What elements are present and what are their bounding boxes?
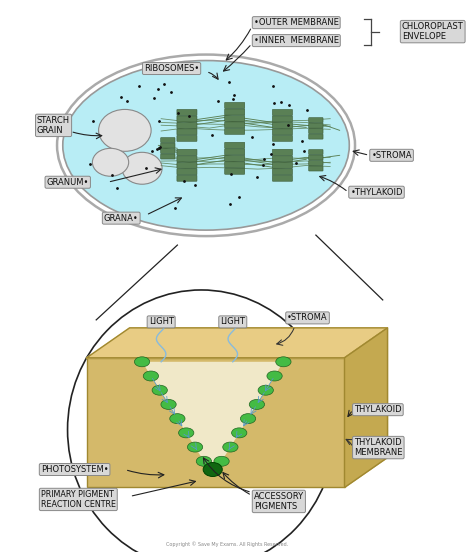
FancyBboxPatch shape [225,142,245,148]
FancyBboxPatch shape [273,122,292,128]
Polygon shape [345,328,388,487]
Ellipse shape [196,456,211,466]
Text: •THYLAKOID: •THYLAKOID [350,187,403,197]
Ellipse shape [170,414,185,424]
FancyBboxPatch shape [161,149,175,154]
Ellipse shape [99,109,151,152]
FancyBboxPatch shape [309,149,323,154]
FancyBboxPatch shape [273,135,292,142]
Polygon shape [87,328,388,358]
FancyBboxPatch shape [177,156,197,162]
FancyBboxPatch shape [273,175,292,181]
FancyBboxPatch shape [177,122,197,128]
FancyBboxPatch shape [309,123,323,128]
FancyBboxPatch shape [309,129,323,134]
FancyBboxPatch shape [225,102,245,108]
Ellipse shape [122,152,162,184]
Ellipse shape [232,428,247,438]
FancyBboxPatch shape [225,168,245,174]
Ellipse shape [249,399,264,409]
FancyBboxPatch shape [273,116,292,122]
Text: RIBOSOMES•: RIBOSOMES• [144,64,199,73]
FancyBboxPatch shape [177,162,197,168]
Ellipse shape [203,462,222,477]
Text: PRIMARY PIGMENT
REACTION CENTRE: PRIMARY PIGMENT REACTION CENTRE [41,490,116,509]
FancyBboxPatch shape [177,116,197,122]
Ellipse shape [63,60,349,230]
Text: Copyright © Save My Exams. All Rights Reserved.: Copyright © Save My Exams. All Rights Re… [166,542,288,547]
Text: THYLAKOID
MEMBRANE: THYLAKOID MEMBRANE [354,438,402,457]
Text: LIGHT: LIGHT [220,317,245,326]
FancyBboxPatch shape [177,175,197,181]
FancyBboxPatch shape [273,162,292,168]
Ellipse shape [143,371,158,381]
FancyBboxPatch shape [161,143,175,148]
Ellipse shape [161,399,176,409]
Text: •INNER  MEMBRANE: •INNER MEMBRANE [254,36,339,45]
FancyBboxPatch shape [309,166,323,171]
Text: GRANA•: GRANA• [104,213,138,223]
Ellipse shape [152,385,167,395]
FancyBboxPatch shape [177,135,197,142]
Text: •STROMA: •STROMA [287,314,328,322]
Ellipse shape [267,371,282,381]
Polygon shape [142,362,283,476]
Ellipse shape [240,414,255,424]
FancyBboxPatch shape [273,129,292,135]
FancyBboxPatch shape [309,118,323,123]
FancyBboxPatch shape [309,134,323,139]
FancyBboxPatch shape [225,128,245,134]
FancyBboxPatch shape [225,109,245,115]
Ellipse shape [258,385,273,395]
Ellipse shape [187,442,203,452]
Ellipse shape [214,456,229,466]
Ellipse shape [223,442,238,452]
FancyBboxPatch shape [225,122,245,128]
Text: PHOTOSYSTEM•: PHOTOSYSTEM• [41,465,109,474]
FancyBboxPatch shape [309,155,323,160]
Text: THYLAKOID: THYLAKOID [354,405,401,414]
FancyBboxPatch shape [161,138,175,143]
FancyBboxPatch shape [177,149,197,155]
FancyBboxPatch shape [225,155,245,161]
Text: CHLOROPLAST
ENVELOPE: CHLOROPLAST ENVELOPE [402,22,464,41]
FancyBboxPatch shape [177,129,197,135]
Text: GRANUM•: GRANUM• [46,178,89,187]
FancyBboxPatch shape [225,162,245,168]
Text: LIGHT: LIGHT [149,317,173,326]
Ellipse shape [92,148,128,176]
Text: •OUTER MEMBRANE: •OUTER MEMBRANE [254,18,338,27]
FancyBboxPatch shape [273,109,292,116]
FancyBboxPatch shape [309,160,323,165]
FancyBboxPatch shape [177,169,197,175]
Text: •STROMA: •STROMA [371,151,412,160]
FancyBboxPatch shape [87,358,345,487]
Ellipse shape [179,428,194,438]
FancyBboxPatch shape [161,154,175,159]
Text: ACCESSORY
PIGMENTS: ACCESSORY PIGMENTS [254,492,304,511]
Text: STARCH
GRAIN: STARCH GRAIN [37,116,70,135]
FancyBboxPatch shape [273,156,292,162]
FancyBboxPatch shape [177,109,197,116]
FancyBboxPatch shape [273,149,292,155]
FancyBboxPatch shape [225,116,245,122]
Ellipse shape [276,357,291,367]
FancyBboxPatch shape [225,149,245,155]
FancyBboxPatch shape [273,169,292,175]
Ellipse shape [135,357,150,367]
